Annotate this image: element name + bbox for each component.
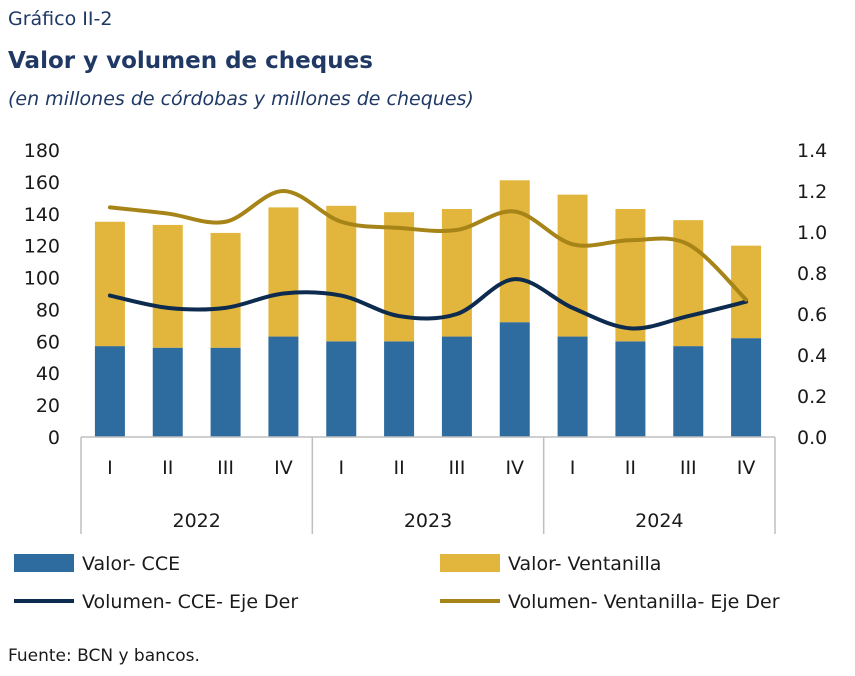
bar-valor-cce [384,341,415,437]
chart-label: Gráfico II-2 [8,8,113,30]
legend-volumen-cce-label: Volumen- CCE- Eje Der [82,591,298,613]
x-tick-label: IV [505,457,524,479]
y2-tick-label: 0.6 [797,304,827,326]
bar-valor-cce [152,347,183,437]
y-tick-label: 80 [36,299,60,321]
bar-valor-cce [731,338,762,437]
y-tick-label: 60 [36,331,60,353]
x-tick-label: I [338,457,344,479]
bar-valor-ventanilla [326,205,357,342]
y-tick-label: 0 [48,427,60,449]
x-tick-label: I [570,457,576,479]
bar-valor-ventanilla [268,207,299,337]
y-tick-label: 140 [24,204,60,226]
bar-valor-ventanilla [384,212,415,342]
x-group-label: 2024 [635,510,683,532]
bar-valor-ventanilla [557,194,588,337]
x-tick-label: I [107,457,113,479]
bar-valor-ventanilla [94,221,125,347]
bar-valor-cce [673,346,704,437]
x-tick-label: IV [737,457,756,479]
bar-valor-ventanilla [210,232,241,348]
y-tick-label: 160 [24,172,60,194]
y2-tick-label: 0.2 [797,386,827,408]
y-tick-label: 20 [36,395,60,417]
line-volumen-ventanilla [107,188,749,302]
x-group-label: 2022 [172,510,220,532]
x-tick-label: II [625,457,636,479]
bar-valor-cce [268,336,299,437]
legend-valor-ventanilla-swatch [440,554,500,572]
x-group-label: 2023 [404,510,452,532]
bar-valor-cce [615,341,646,437]
bar-valor-cce [499,322,530,437]
bar-valor-cce [557,336,588,437]
chart-title: Valor y volumen de cheques [8,48,373,74]
x-tick-label: III [680,457,697,479]
line-volumen-cce [107,277,749,331]
legend-valor-cce-swatch [14,554,74,572]
chart-subtitle: (en millones de córdobas y millones de c… [8,88,474,110]
bar-valor-cce [441,336,472,437]
legend-volumen-ventanilla-label: Volumen- Ventanilla- Eje Der [508,591,780,613]
legend-valor-ventanilla-label: Valor- Ventanilla [508,553,661,575]
x-tick-label: II [393,457,404,479]
x-tick-label: IV [274,457,293,479]
bar-valor-ventanilla [615,208,646,342]
y-tick-label: 40 [36,363,60,385]
y-tick-label: 120 [24,236,60,258]
y2-tick-label: 0.4 [797,345,827,367]
x-tick-label: III [217,457,234,479]
legend-valor-cce-label: Valor- CCE [82,553,180,575]
source-note: Fuente: BCN y bancos. [8,646,200,666]
y-tick-label: 180 [24,140,60,162]
y2-tick-label: 0.8 [797,263,827,285]
y2-tick-label: 0.0 [797,427,827,449]
x-tick-label: III [449,457,466,479]
bar-valor-ventanilla [731,245,762,339]
bar-valor-cce [326,341,357,437]
y-tick-label: 100 [24,268,60,290]
y2-tick-label: 1.4 [797,140,827,162]
bar-valor-ventanilla [152,224,183,348]
bar-valor-cce [210,347,241,437]
x-tick-label: II [162,457,173,479]
bar-valor-cce [94,346,125,437]
bar-valor-ventanilla [499,180,530,323]
y2-tick-label: 1.0 [797,222,827,244]
y2-tick-label: 1.2 [797,181,827,203]
